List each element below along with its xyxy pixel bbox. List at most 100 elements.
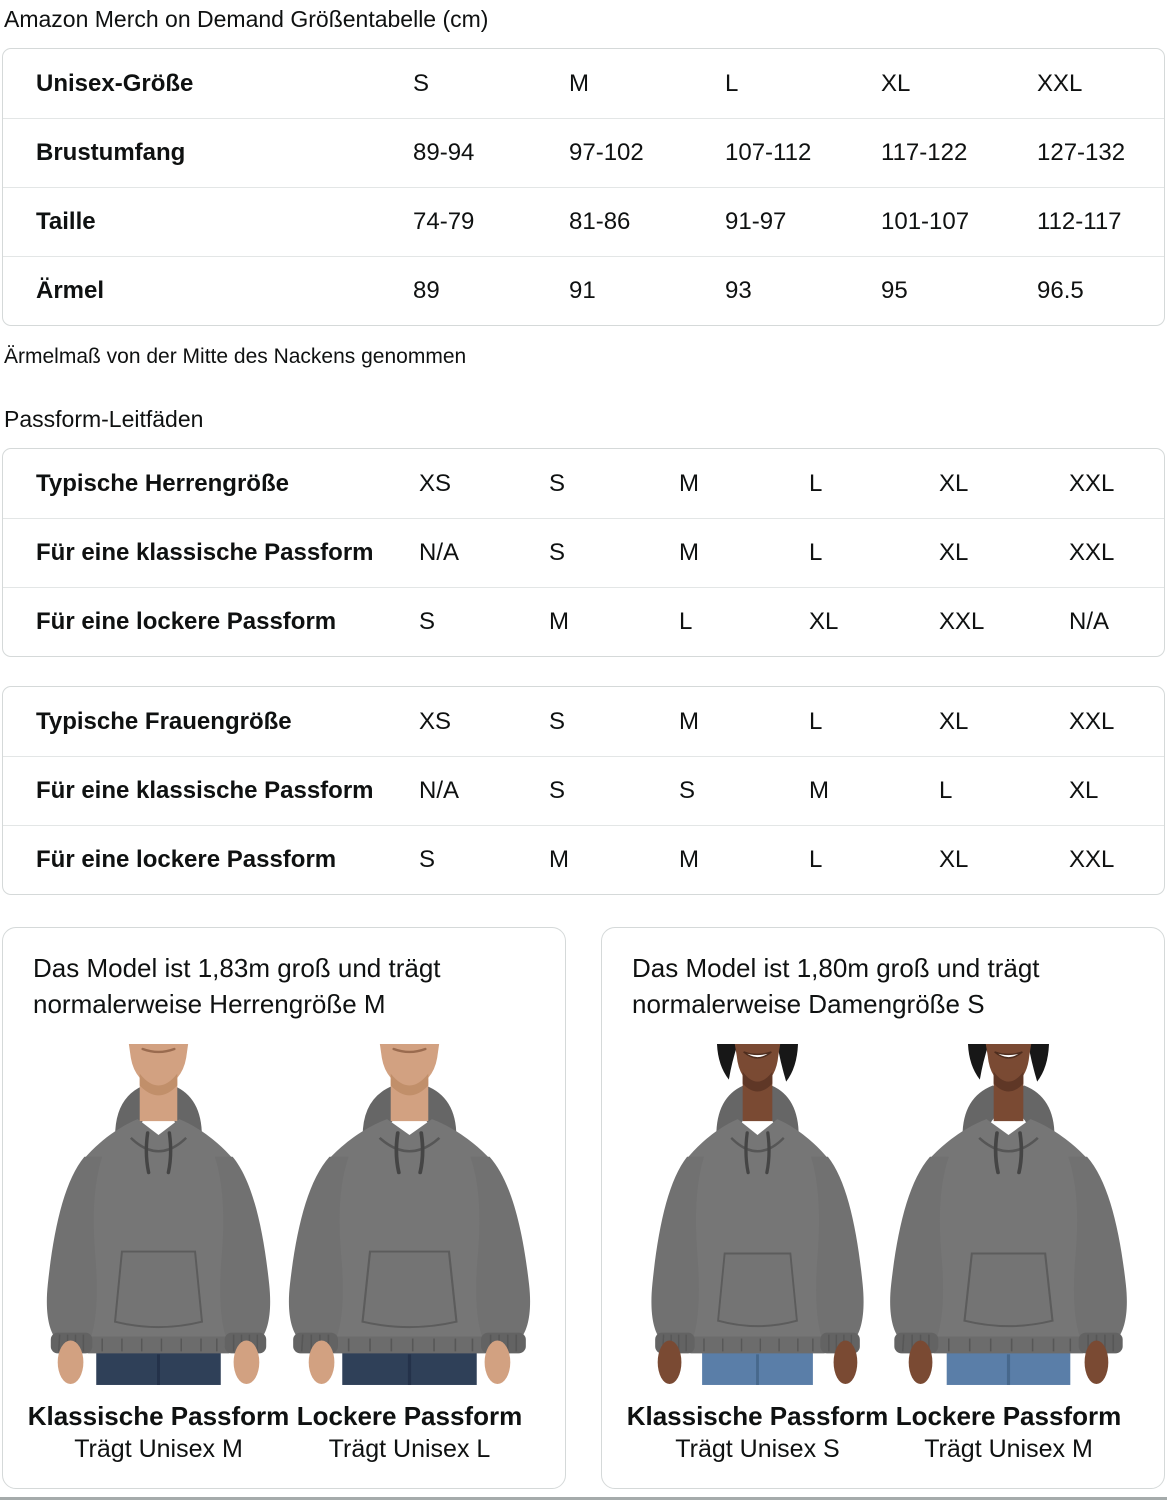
figure-classic-fit: Klassische Passform Trägt Unisex M <box>28 1042 289 1464</box>
row-label: Unisex-Größe <box>36 69 194 97</box>
table-row: Typische Herrengröße XS S M L XL XXL <box>3 449 1164 518</box>
row-label: Typische Herrengröße <box>36 469 289 497</box>
row-label: Brustumfang <box>36 139 186 166</box>
table-row: Typische Frauengröße XS S M L XL XXL <box>3 687 1164 756</box>
size-cell: XS <box>419 707 452 735</box>
size-cell: N/A <box>419 777 460 804</box>
size-cell: S <box>549 777 566 804</box>
size-cell: 91 <box>569 277 596 304</box>
size-cell: 97-102 <box>569 139 644 166</box>
size-cell: 74-79 <box>413 208 475 235</box>
size-cell: S <box>419 846 436 873</box>
female-model-loose-photo <box>888 1043 1129 1387</box>
size-cell: M <box>679 707 699 735</box>
row-label: Für eine klassische Passform <box>36 777 374 804</box>
page-bottom-divider <box>0 1497 1167 1500</box>
size-cell: L <box>809 539 823 566</box>
size-cell: XL <box>1069 777 1099 804</box>
size-cell: 95 <box>881 277 908 304</box>
figure-loose-fit: Lockere Passform Trägt Unisex M <box>883 1042 1134 1464</box>
fit-guides-title: Passform-Leitfäden <box>4 406 204 432</box>
size-cell: L <box>725 69 739 97</box>
size-cell: XXL <box>1069 707 1115 735</box>
fit-label: Klassische Passform <box>27 1401 290 1431</box>
womens-fit-table: Typische Frauengröße XS S M L XL XXL Für… <box>2 686 1165 895</box>
size-cell: M <box>549 608 569 635</box>
size-cell: 89 <box>413 277 440 304</box>
model-cards: Das Model ist 1,83m groß und trägt norma… <box>2 927 1165 1489</box>
fit-label: Lockere Passform <box>296 1401 523 1431</box>
size-cell: XL <box>881 69 911 97</box>
row-label: Ärmel <box>36 277 105 304</box>
male-model-classic-photo <box>45 1042 272 1387</box>
size-cell: M <box>549 846 569 873</box>
figures-row: Klassische Passform Trägt Unisex M Locke… <box>28 1042 535 1464</box>
size-cell: 107-112 <box>725 139 812 166</box>
size-cell: L <box>939 777 953 804</box>
model-description: Das Model ist 1,83m groß und trägt norma… <box>33 953 441 1019</box>
size-cell: S <box>413 69 430 97</box>
size-cell: 101-107 <box>881 208 970 235</box>
size-cell: M <box>679 539 699 566</box>
size-cell: 117-122 <box>881 139 968 166</box>
model-card-women: Das Model ist 1,80m groß und trägt norma… <box>601 927 1165 1489</box>
size-cell: S <box>679 777 696 804</box>
unisex-size-table: Unisex-Größe S M L XL XXL Brustumfang 89… <box>2 48 1165 326</box>
page-title: Amazon Merch on Demand Größentabelle (cm… <box>4 6 489 32</box>
female-model-classic-photo <box>649 1043 866 1387</box>
row-label: Typische Frauengröße <box>36 707 292 735</box>
row-label: Für eine lockere Passform <box>36 846 337 873</box>
size-cell: S <box>549 539 566 566</box>
table-row: Unisex-Größe S M L XL XXL <box>3 49 1164 118</box>
male-model-loose-photo <box>287 1042 532 1387</box>
size-cell: N/A <box>1069 608 1110 635</box>
size-cell: XL <box>939 707 969 735</box>
size-cell: XL <box>939 469 969 497</box>
size-cell: M <box>809 777 829 804</box>
size-cell: L <box>679 608 693 635</box>
size-cell: XL <box>939 539 969 566</box>
size-cell: XL <box>939 846 969 873</box>
size-cell: XXL <box>1069 539 1115 566</box>
figure-loose-fit: Lockere Passform Trägt Unisex L <box>284 1042 535 1464</box>
table-row: Für eine klassische Passform N/A S M L X… <box>3 518 1164 587</box>
size-cell: S <box>419 608 436 635</box>
table-row: Ärmel 89 91 93 95 96.5 <box>3 256 1164 325</box>
mens-fit-table: Typische Herrengröße XS S M L XL XXL Für… <box>2 448 1165 657</box>
fit-label: Klassische Passform <box>626 1401 889 1431</box>
model-description: Das Model ist 1,80m groß und trägt norma… <box>632 953 1040 1019</box>
table-row: Für eine lockere Passform S M M L XL XXL <box>3 825 1164 894</box>
size-cell: 89-94 <box>413 139 475 166</box>
size-cell: S <box>549 469 566 497</box>
size-cell: XXL <box>1069 846 1115 873</box>
worn-size-label: Trägt Unisex L <box>328 1435 491 1463</box>
size-cell: L <box>809 846 823 873</box>
size-cell: M <box>679 846 699 873</box>
figures-row: Klassische Passform Trägt Unisex S Locke… <box>627 1042 1134 1464</box>
worn-size-label: Trägt Unisex S <box>675 1435 840 1463</box>
fit-label: Lockere Passform <box>895 1401 1122 1431</box>
size-cell: 81-86 <box>569 208 631 235</box>
row-label: Taille <box>36 208 96 235</box>
size-cell: 91-97 <box>725 208 787 235</box>
size-cell: M <box>679 469 699 497</box>
table-row: Für eine lockere Passform S M L XL XXL N… <box>3 587 1164 656</box>
size-cell: L <box>809 469 823 497</box>
size-cell: 127-132 <box>1037 139 1126 166</box>
figure-classic-fit: Klassische Passform Trägt Unisex S <box>627 1042 888 1464</box>
table-row: Brustumfang 89-94 97-102 107-112 117-122… <box>3 118 1164 187</box>
worn-size-label: Trägt Unisex M <box>74 1435 243 1463</box>
worn-size-label: Trägt Unisex M <box>924 1435 1093 1463</box>
size-cell: 93 <box>725 277 752 304</box>
size-cell: XL <box>809 608 839 635</box>
size-cell: XXL <box>1037 69 1083 97</box>
row-label: Für eine lockere Passform <box>36 608 337 635</box>
sleeve-measure-footnote: Ärmelmaß von der Mitte des Nackens genom… <box>4 345 467 368</box>
size-cell: N/A <box>419 539 460 566</box>
size-cell: 112-117 <box>1037 208 1122 235</box>
size-cell: XS <box>419 469 452 497</box>
size-cell: M <box>569 69 589 97</box>
size-cell: 96.5 <box>1037 277 1084 304</box>
size-cell: XXL <box>1069 469 1115 497</box>
